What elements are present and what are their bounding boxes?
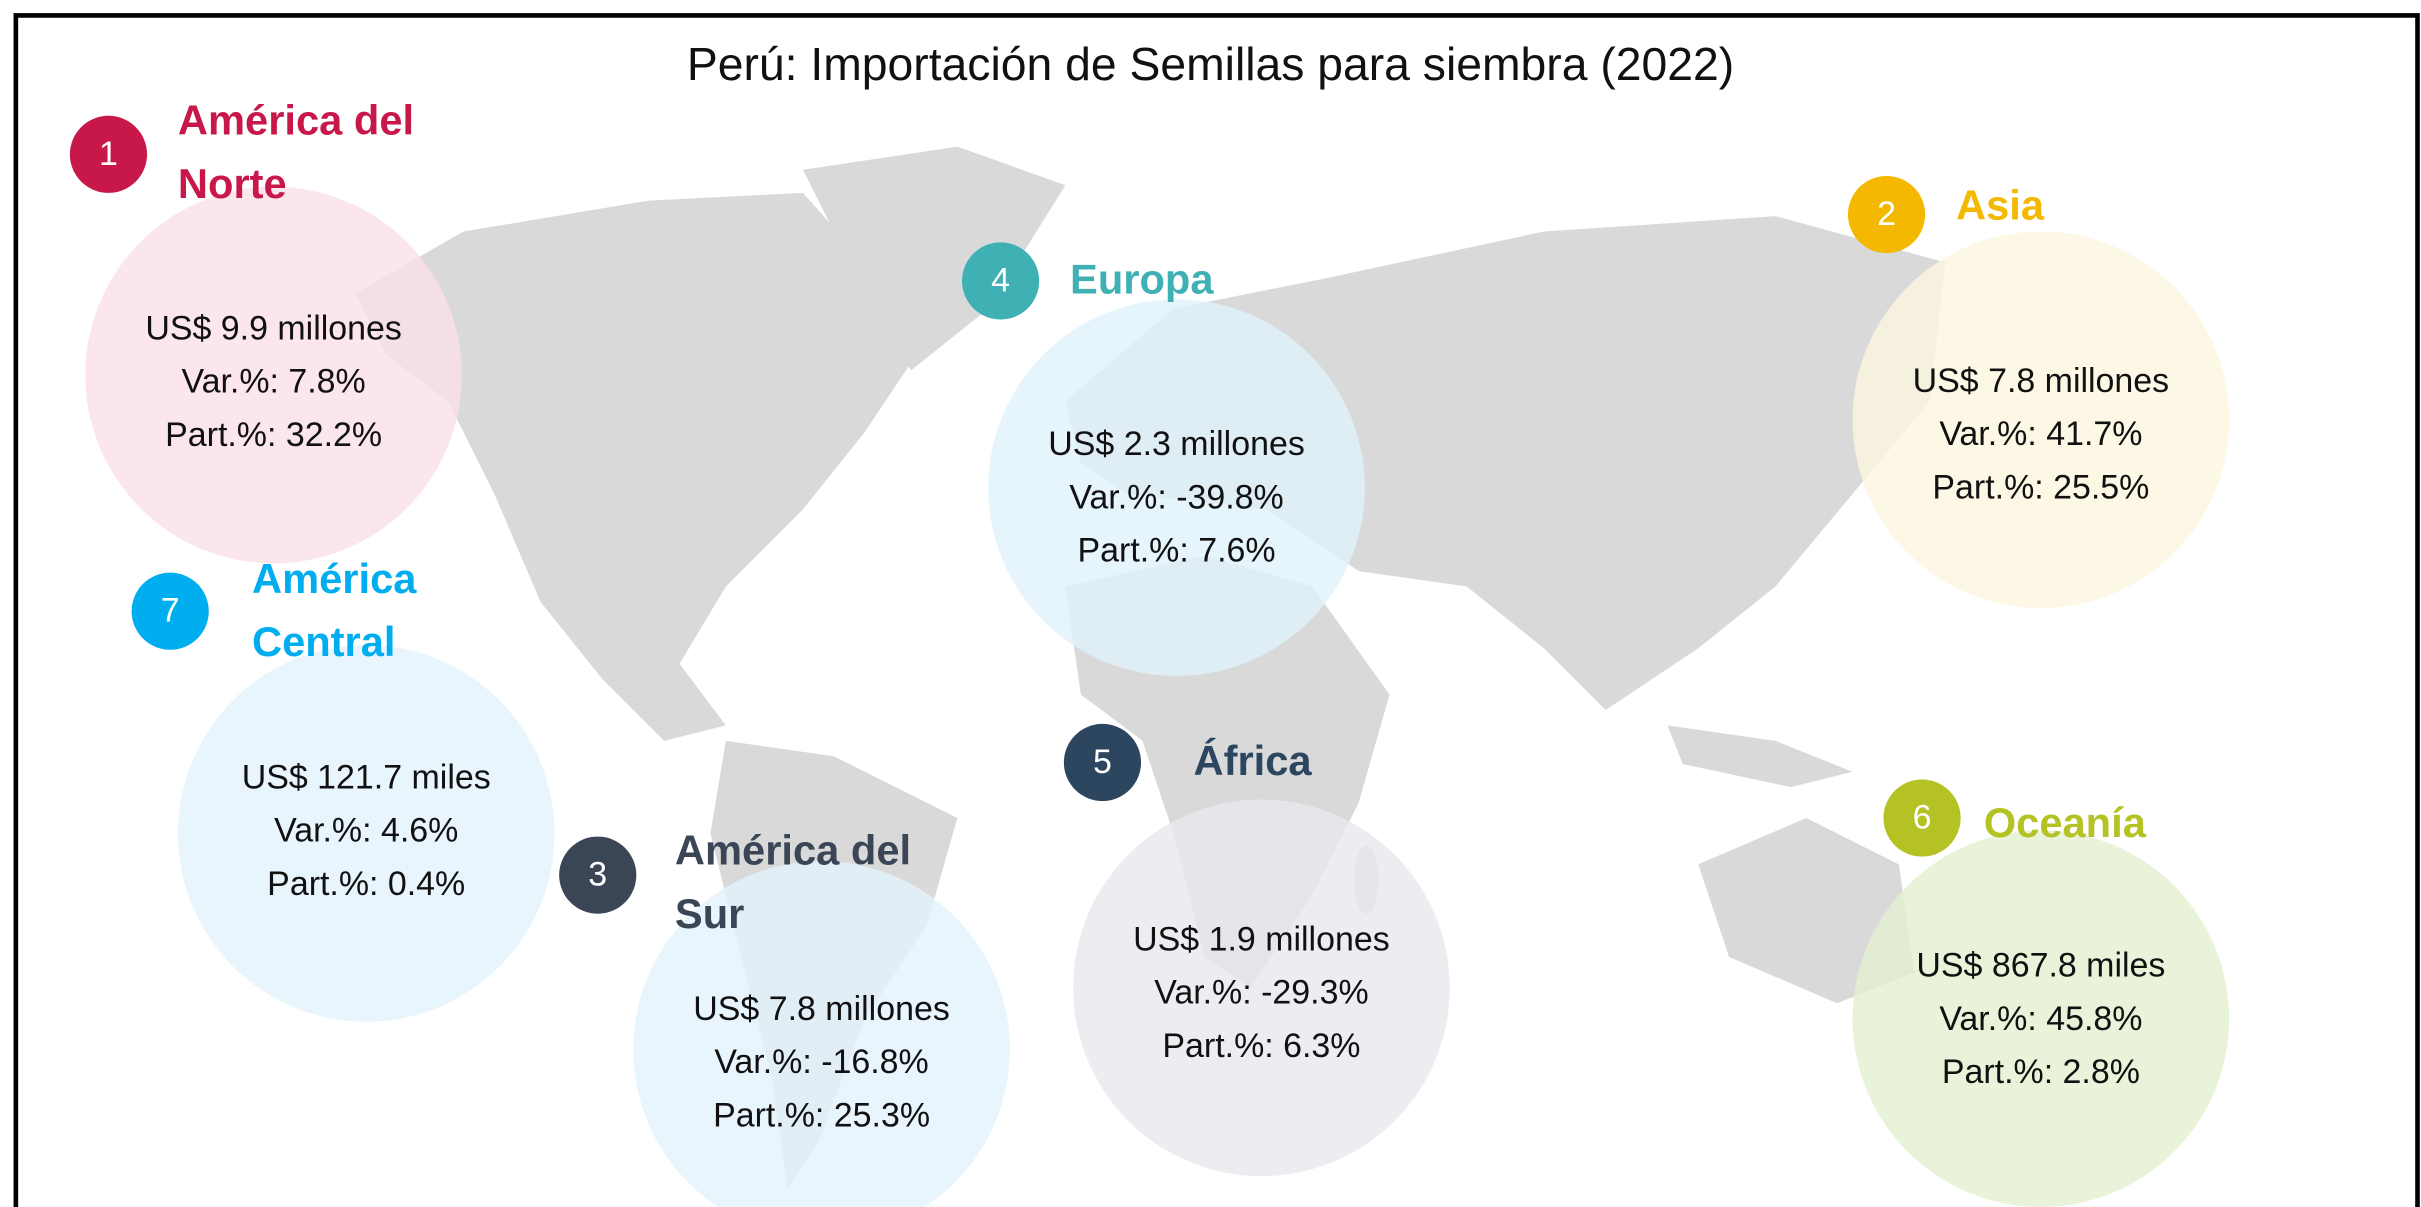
- region-badge: [131, 572, 209, 650]
- region-badge: [1883, 779, 1961, 857]
- region-stat: US$ 1.9 millones: [1133, 920, 1390, 958]
- region-badge: [69, 115, 148, 193]
- region-name: Europa: [1070, 255, 1214, 302]
- region-stat: Part.%: 32.2%: [165, 416, 382, 454]
- region-stat: Part.%: 25.3%: [713, 1096, 930, 1134]
- region-stat: Var.%: 45.8%: [1939, 1000, 2142, 1038]
- region-stat: Var.%: 7.8%: [181, 363, 365, 401]
- region-name: Sur: [675, 890, 744, 937]
- region-number: 2: [1877, 195, 1896, 233]
- region-badge: [559, 836, 637, 914]
- region-bubble: [988, 299, 1365, 677]
- region-number: 6: [1913, 799, 1932, 837]
- region-bubble: [633, 861, 1010, 1207]
- region-stat: US$ 121.7 miles: [242, 758, 491, 796]
- region-name: América del: [178, 96, 414, 143]
- region-stat: US$ 2.3 millones: [1048, 425, 1305, 463]
- region-number: 7: [161, 592, 180, 630]
- region-stat: Var.%: -39.8%: [1069, 478, 1283, 516]
- region-stat: US$ 7.8 millones: [1913, 362, 2170, 400]
- region-stat: US$ 9.9 millones: [145, 309, 402, 347]
- region-badge: [962, 242, 1040, 320]
- region-stat: US$ 867.8 miles: [1916, 947, 2165, 985]
- region-name: Norte: [178, 160, 287, 207]
- region-number: 4: [991, 261, 1010, 299]
- region-stat: Part.%: 7.6%: [1078, 532, 1276, 570]
- region-number: 5: [1093, 743, 1112, 781]
- region-stat: Var.%: 4.6%: [274, 812, 458, 850]
- region-stat: Part.%: 0.4%: [267, 865, 465, 903]
- region-name: Central: [252, 618, 396, 665]
- region-stat: Var.%: 41.7%: [1939, 415, 2142, 453]
- region-name: Oceanía: [1984, 799, 2147, 846]
- region-badge: [1063, 723, 1142, 802]
- region-bubble: [1852, 231, 2230, 609]
- land: [803, 146, 1066, 371]
- region-badge: [1847, 175, 1926, 254]
- region-bubble: [1852, 830, 2230, 1207]
- region-name: América: [252, 555, 417, 602]
- region-stat: Var.%: -16.8%: [714, 1043, 928, 1081]
- title: Perú: Importación de Semillas para siemb…: [687, 38, 1734, 90]
- land: [1698, 818, 1915, 1004]
- region-stat: Part.%: 2.8%: [1942, 1053, 2140, 1091]
- region-stat: US$ 7.8 millones: [693, 990, 950, 1028]
- region-number: 3: [588, 856, 607, 894]
- land: [1667, 725, 1853, 788]
- region-stat: Part.%: 25.5%: [1932, 468, 2149, 506]
- region-bubble: [1073, 799, 1450, 1177]
- land: [355, 192, 927, 741]
- region-bubble: [85, 186, 462, 564]
- region-stat: Var.%: -29.3%: [1154, 974, 1368, 1012]
- region-name: Asia: [1956, 181, 2045, 228]
- region-name: África: [1194, 737, 1313, 784]
- region-bubble: [177, 645, 555, 1022]
- region-name: América del: [675, 827, 911, 874]
- region-number: 1: [99, 135, 118, 173]
- region-stat: Part.%: 6.3%: [1162, 1027, 1360, 1065]
